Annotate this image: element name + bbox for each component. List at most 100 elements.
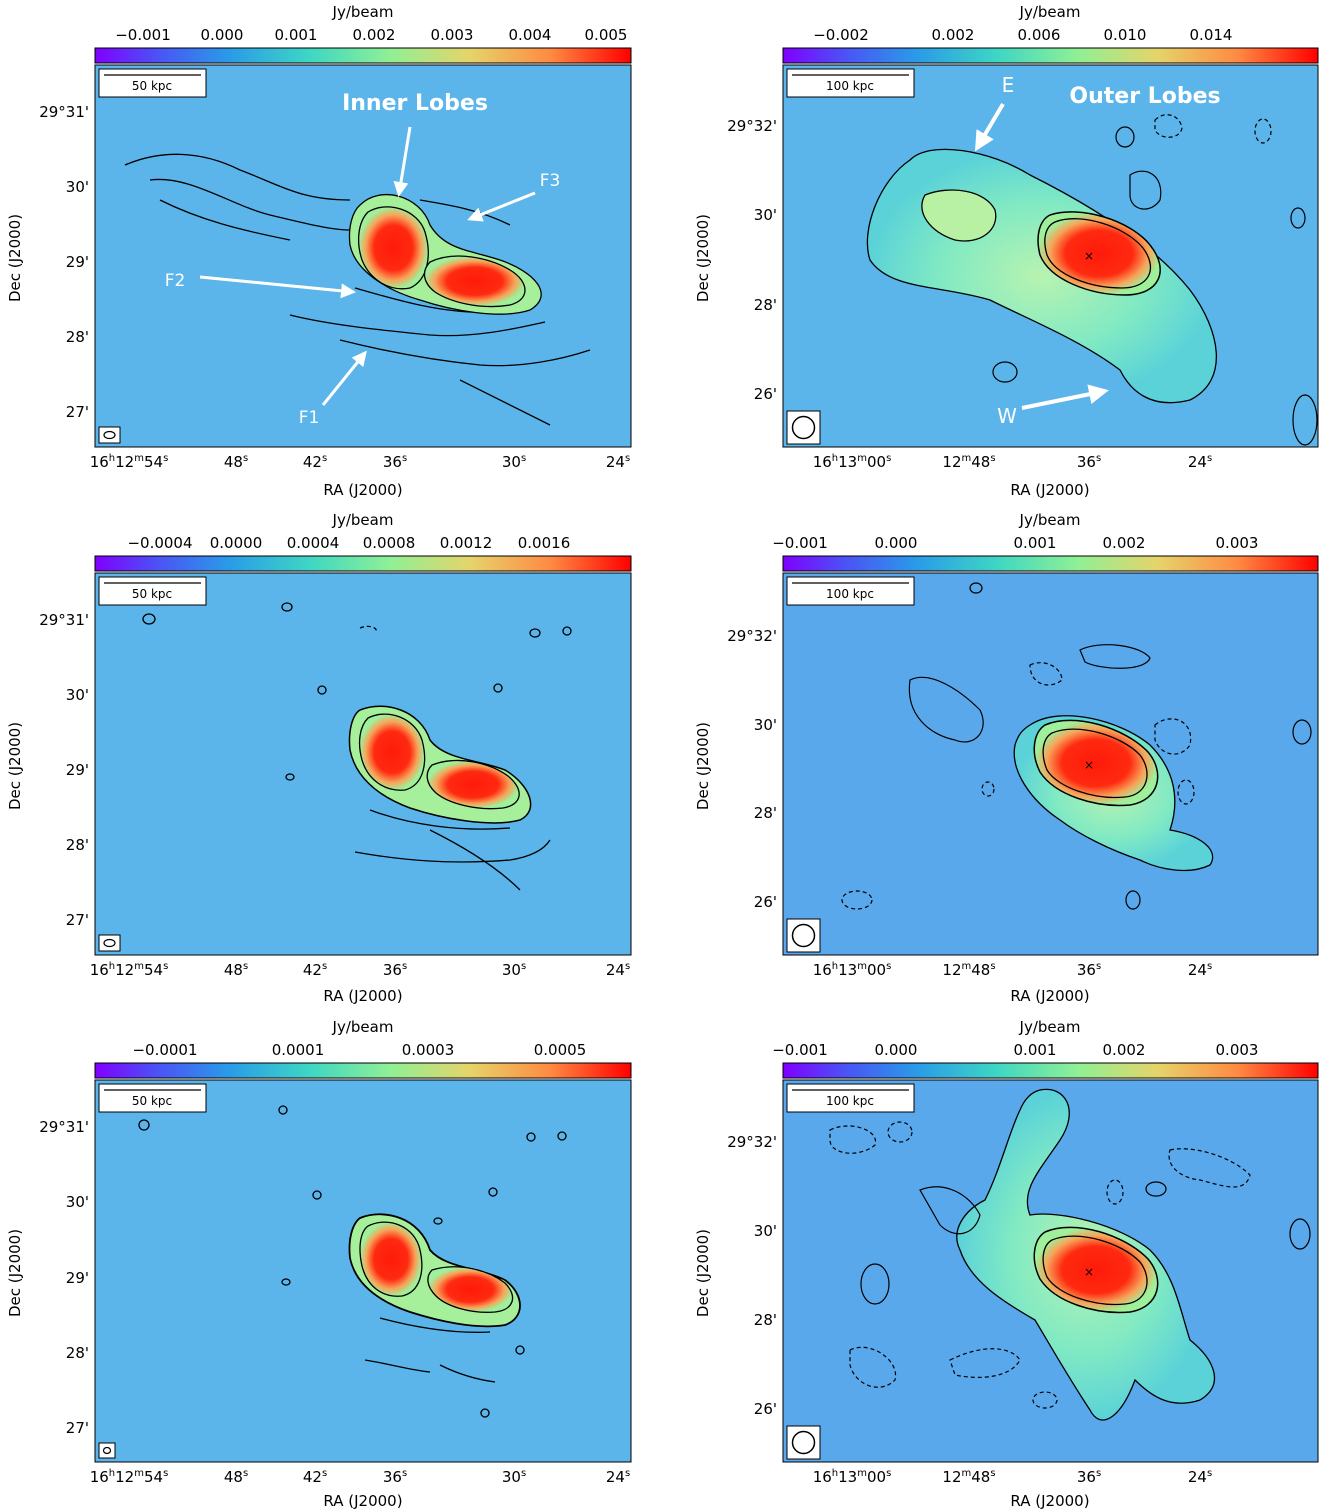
ra-tick-labels: 16h13m00s 12m48s 36s 24s: [813, 453, 1212, 471]
colorbar-tick: −0.001: [772, 534, 828, 552]
dec-tick: 29': [66, 761, 89, 779]
dec-tick: 30': [66, 686, 89, 704]
y-axis-label: Dec (J2000): [6, 214, 24, 302]
annotations: Outer Lobes E W: [997, 73, 1221, 428]
filaments: [364, 1317, 496, 1383]
colorbar-tick: 0.000: [201, 26, 244, 44]
ra-tick: 36s: [383, 1468, 407, 1486]
colorbar-ticks: −0.001 0.000 0.001 0.002 0.003: [772, 534, 1258, 552]
colorbar: [782, 1062, 1319, 1079]
ra-tick: 16h12m54s: [90, 1468, 169, 1486]
noise-contours: [829, 1121, 1311, 1409]
annotation-arrows: [199, 126, 536, 406]
annotation-f3: F3: [540, 171, 561, 191]
colorbar-ticks: −0.001 0.000 0.001 0.002 0.003: [772, 1041, 1258, 1059]
dec-tick-labels: 29°31' 30' 29' 28' 27': [39, 1118, 89, 1437]
ra-tick-labels: 16h13m00s 12m48s 36s 24s: [813, 1468, 1212, 1486]
scalebar-label: 50 kpc: [132, 587, 172, 601]
ra-tick: 12m48s: [942, 961, 995, 979]
colorbar-tick: 0.000: [875, 534, 918, 552]
colorbar-tick: 0.002: [1103, 534, 1146, 552]
ra-tick: 36s: [1077, 1468, 1101, 1486]
dec-tick: 29°31': [39, 1118, 89, 1136]
colorbar-tick: −0.002: [813, 26, 869, 44]
x-axis-label: RA (J2000): [1010, 987, 1089, 1005]
beam-marker: [98, 934, 121, 952]
colorbar-tick: −0.0001: [132, 1041, 197, 1059]
colorbar-ticks: −0.002 0.002 0.006 0.010 0.014: [813, 26, 1232, 44]
colorbar-tick: 0.003: [1216, 1041, 1259, 1059]
ra-tick: 24s: [1188, 961, 1212, 979]
dec-tick: 29°32': [727, 627, 777, 645]
dec-tick: 28': [66, 328, 89, 346]
noise-contours: [841, 582, 1312, 910]
ra-tick: 30s: [502, 453, 526, 471]
colorbar-tick: 0.010: [1104, 26, 1147, 44]
ra-tick: 30s: [502, 1468, 526, 1486]
dec-tick: 29': [66, 253, 89, 271]
colorbar-tick: 0.0008: [363, 534, 416, 552]
noise-contours: [992, 114, 1318, 446]
ra-tick: 36s: [1077, 453, 1101, 471]
ra-tick: 16h12m54s: [90, 453, 169, 471]
scalebar: 100 kpc: [786, 68, 915, 98]
dec-tick: 26': [754, 385, 777, 403]
ra-tick: 48s: [224, 961, 248, 979]
annotation-w: W: [997, 404, 1017, 428]
dec-tick: 28': [754, 804, 777, 822]
colorbar-tick: 0.0016: [518, 534, 571, 552]
inner-lobes: [348, 1213, 521, 1328]
dec-tick: 29°31': [39, 611, 89, 629]
dec-tick-labels: 29°32' 30' 28' 26': [727, 627, 777, 911]
ra-tick: 12m48s: [942, 453, 995, 471]
dec-tick: 27': [66, 911, 89, 929]
dec-tick-labels: 29°32' 30' 28' 26': [727, 117, 777, 403]
colorbar-tick: 0.0000: [210, 534, 263, 552]
scalebar: 100 kpc: [786, 1083, 915, 1113]
colorbar-tick: 0.001: [275, 26, 318, 44]
beam-marker: [786, 410, 821, 445]
colorbar-tick: 0.005: [585, 26, 628, 44]
ra-tick: 24s: [1188, 453, 1212, 471]
colorbar-tick: −0.001: [115, 26, 171, 44]
colorbar-tick: 0.0001: [272, 1041, 325, 1059]
panel-3: Jy/beam −0.0004 0.0000 0.0004 0.0008 0.0…: [6, 511, 632, 1005]
colorbar-tick: 0.002: [353, 26, 396, 44]
colorbar-tick: 0.006: [1018, 26, 1061, 44]
colorbar-tick: 0.002: [1103, 1041, 1146, 1059]
dec-tick: 26': [754, 893, 777, 911]
annotation-title: Inner Lobes: [342, 91, 488, 116]
colorbar: [94, 47, 632, 64]
colorbar-tick: 0.003: [1216, 534, 1259, 552]
scalebar-label: 50 kpc: [132, 1094, 172, 1108]
source-halo: ×: [956, 1088, 1216, 1421]
colorbar-ticks: −0.0001 0.0001 0.0003 0.0005: [132, 1041, 586, 1059]
ra-tick: 36s: [1077, 961, 1101, 979]
dec-tick: 30': [754, 1222, 777, 1240]
colorbar: [94, 555, 632, 572]
dec-tick: 29': [66, 1269, 89, 1287]
core-marker: ×: [1084, 1265, 1094, 1279]
y-axis-label: Dec (J2000): [694, 1229, 712, 1317]
dec-tick-labels: 29°31' 30' 29' 28' 27': [39, 103, 89, 421]
colorbar-tick: 0.0012: [440, 534, 493, 552]
colorbar-tick: 0.000: [875, 1041, 918, 1059]
dec-tick: 28': [66, 836, 89, 854]
ra-tick: 36s: [383, 453, 407, 471]
colorbar-tick: 0.002: [932, 26, 975, 44]
core-marker: ×: [1084, 758, 1094, 772]
filaments: [354, 809, 551, 891]
y-axis-label: Dec (J2000): [694, 214, 712, 302]
colorbar-label: Jy/beam: [1019, 511, 1081, 529]
colorbar-label: Jy/beam: [332, 1018, 394, 1036]
beam-marker: [98, 426, 121, 444]
x-axis-label: RA (J2000): [1010, 481, 1089, 499]
ra-tick: 42s: [303, 453, 327, 471]
ra-tick: 48s: [224, 453, 248, 471]
ra-tick: 24s: [1188, 1468, 1212, 1486]
scalebar-label: 100 kpc: [826, 587, 874, 601]
beam-marker: [786, 1425, 821, 1460]
annotations: Inner Lobes F3 F2 F1: [165, 91, 561, 428]
colorbar: [782, 47, 1319, 64]
x-axis-label: RA (J2000): [1010, 1492, 1089, 1510]
